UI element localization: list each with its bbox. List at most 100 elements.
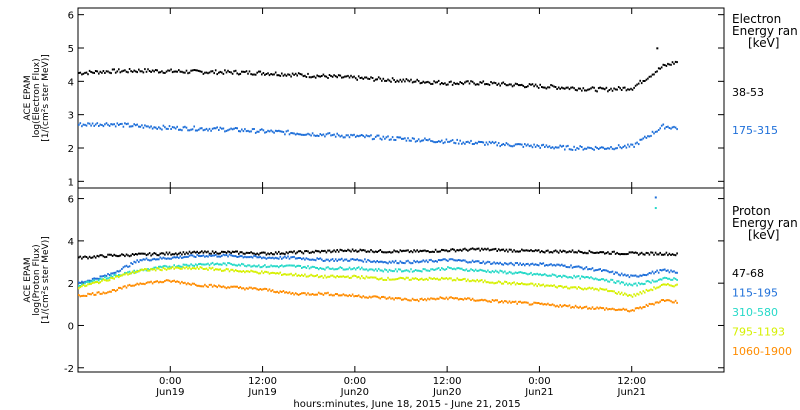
data-point bbox=[344, 136, 346, 139]
data-point bbox=[114, 71, 117, 74]
data-point bbox=[451, 258, 454, 261]
data-point bbox=[507, 301, 509, 304]
data-point bbox=[304, 74, 306, 77]
data-point bbox=[162, 252, 165, 255]
data-point bbox=[373, 269, 375, 272]
x-tick-time-label: 0:00 bbox=[159, 376, 181, 387]
data-point bbox=[291, 292, 294, 294]
data-point bbox=[434, 81, 437, 84]
data-point bbox=[576, 147, 578, 150]
data-point bbox=[287, 264, 289, 267]
y-axis-label-line: log(Electron Flux) bbox=[32, 58, 42, 137]
data-point bbox=[341, 294, 343, 297]
data-point bbox=[131, 253, 134, 255]
data-point bbox=[668, 299, 671, 302]
data-point bbox=[491, 82, 494, 85]
data-point bbox=[124, 271, 126, 274]
data-point bbox=[165, 257, 168, 260]
data-point bbox=[273, 290, 275, 293]
data-point bbox=[591, 306, 594, 309]
data-point bbox=[476, 299, 478, 302]
data-point bbox=[274, 251, 277, 254]
data-point bbox=[185, 266, 188, 269]
data-point bbox=[324, 274, 326, 277]
data-point bbox=[597, 268, 600, 271]
data-point bbox=[322, 276, 325, 279]
data-point bbox=[361, 249, 363, 252]
data-point bbox=[168, 279, 171, 282]
data-point bbox=[490, 81, 492, 83]
data-point bbox=[351, 76, 354, 79]
data-point bbox=[628, 282, 631, 285]
data-point bbox=[282, 252, 285, 255]
data-point bbox=[374, 78, 377, 81]
data-point bbox=[258, 253, 260, 256]
data-point bbox=[222, 262, 225, 265]
data-point bbox=[668, 277, 671, 280]
data-point bbox=[181, 265, 183, 268]
data-point bbox=[402, 270, 405, 273]
data-point bbox=[654, 280, 657, 283]
data-point bbox=[121, 274, 123, 277]
data-point bbox=[517, 283, 520, 285]
data-point bbox=[630, 143, 632, 146]
data-point bbox=[353, 295, 355, 298]
data-point bbox=[310, 134, 312, 137]
data-point bbox=[276, 257, 278, 260]
x-axis-label: hours:minutes, June 18, 2015 - June 21, … bbox=[293, 399, 520, 410]
data-point bbox=[125, 264, 128, 267]
data-point bbox=[307, 250, 309, 253]
data-point bbox=[87, 280, 89, 283]
data-point bbox=[110, 272, 112, 275]
data-point bbox=[608, 147, 611, 150]
data-point bbox=[668, 252, 671, 255]
data-point bbox=[102, 291, 105, 294]
data-point bbox=[659, 300, 661, 303]
data-point bbox=[99, 277, 102, 280]
data-point bbox=[351, 258, 354, 260]
data-point bbox=[450, 258, 452, 261]
data-point bbox=[82, 72, 85, 75]
data-point bbox=[267, 129, 269, 132]
data-point bbox=[81, 283, 83, 285]
data-point bbox=[108, 276, 111, 279]
data-point bbox=[308, 76, 311, 79]
data-point bbox=[276, 265, 278, 268]
legend-title-line: Proton bbox=[732, 204, 771, 218]
data-point bbox=[365, 275, 368, 278]
data-point bbox=[404, 80, 406, 83]
data-point bbox=[519, 283, 521, 285]
data-point bbox=[178, 266, 180, 269]
data-point bbox=[668, 127, 671, 129]
data-point bbox=[227, 129, 229, 132]
data-point bbox=[539, 251, 541, 254]
data-point bbox=[428, 269, 431, 272]
data-point bbox=[254, 270, 257, 273]
data-point bbox=[559, 249, 561, 252]
data-point bbox=[274, 272, 277, 275]
data-point bbox=[533, 301, 535, 304]
data-point bbox=[485, 281, 488, 284]
data-point bbox=[464, 142, 466, 145]
data-point bbox=[236, 127, 238, 130]
data-point bbox=[620, 272, 623, 275]
data-point bbox=[570, 250, 572, 253]
data-point bbox=[105, 122, 108, 125]
data-point bbox=[564, 274, 566, 277]
data-point bbox=[585, 288, 588, 291]
data-point bbox=[333, 74, 335, 77]
data-point bbox=[341, 267, 343, 269]
data-point bbox=[387, 78, 389, 81]
data-point bbox=[262, 129, 265, 132]
data-point bbox=[313, 266, 315, 268]
data-point bbox=[601, 288, 603, 291]
data-point bbox=[481, 247, 483, 250]
data-point bbox=[393, 138, 395, 141]
data-point bbox=[620, 308, 623, 311]
data-point bbox=[173, 279, 175, 282]
data-point bbox=[250, 251, 252, 254]
data-point bbox=[345, 258, 348, 261]
data-point bbox=[287, 273, 289, 276]
data-point bbox=[448, 250, 451, 253]
plot-frame bbox=[77, 187, 725, 373]
